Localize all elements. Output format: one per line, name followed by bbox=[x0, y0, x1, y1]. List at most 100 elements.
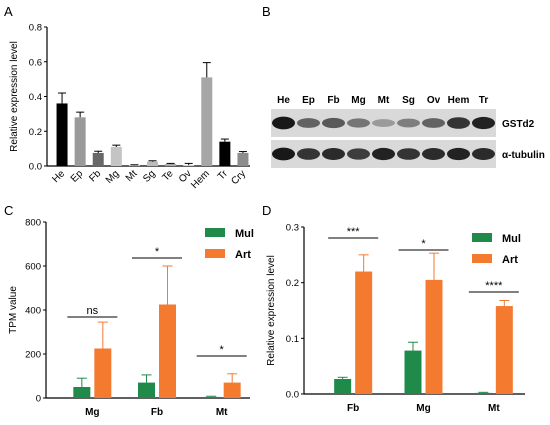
legend-swatch-mul bbox=[205, 228, 225, 237]
bar-ov bbox=[183, 165, 195, 166]
x-tick-label: Mg bbox=[104, 168, 122, 186]
lane-label: Hem bbox=[448, 95, 470, 106]
bar-fb bbox=[92, 152, 104, 166]
blot-band bbox=[422, 148, 445, 160]
blot-band bbox=[347, 148, 370, 160]
x-tick-label: Tr bbox=[216, 168, 231, 183]
legend-label: Mul bbox=[502, 233, 521, 245]
y-tick-label: 0.6 bbox=[29, 57, 42, 68]
bar-mul-mt bbox=[202, 396, 220, 398]
bar-art-fb bbox=[355, 271, 373, 394]
bar-mg bbox=[110, 146, 122, 166]
blot-band bbox=[347, 118, 370, 128]
blot-row-label: α-tubulin bbox=[502, 150, 545, 161]
x-tick-label: Fb bbox=[87, 168, 103, 184]
y-tick-label: 0.4 bbox=[29, 92, 42, 103]
y-axis-label: Relative expression level bbox=[266, 255, 277, 366]
lane-label: Ep bbox=[302, 95, 315, 106]
legend-swatch-art bbox=[472, 254, 492, 263]
y-tick-label: 200 bbox=[25, 350, 41, 361]
x-tick-label: Fb bbox=[347, 403, 359, 414]
blot-band bbox=[447, 147, 470, 161]
blot-row-label: GSTd2 bbox=[502, 119, 535, 130]
x-tick-label: Cry bbox=[229, 168, 248, 187]
lane-label: Mt bbox=[378, 95, 390, 106]
blot-band bbox=[272, 116, 295, 130]
y-tick-label: 0.8 bbox=[29, 23, 42, 34]
blot-band bbox=[322, 148, 345, 160]
panel-label-d: D bbox=[262, 203, 271, 218]
y-tick-label: 0 bbox=[36, 394, 41, 405]
panel-label-c: C bbox=[4, 203, 13, 218]
bar-art-mt bbox=[223, 382, 241, 398]
blot-band bbox=[397, 118, 420, 128]
legend-label: Mul bbox=[235, 228, 254, 240]
x-tick-label: Te bbox=[160, 168, 176, 184]
bar-ep bbox=[74, 117, 86, 166]
y-axis-label: TPM value bbox=[8, 286, 19, 334]
legend-label: Art bbox=[502, 254, 518, 266]
bar-mul-mg bbox=[73, 387, 91, 398]
chart-c-tpm-value: 0 200 400 600 800 TPM value Mg ns Fb * Mt * Mul Art bbox=[8, 218, 254, 419]
y-tick-label: 0.0 bbox=[29, 162, 42, 173]
y-tick-label: 400 bbox=[25, 306, 41, 317]
blot-band bbox=[472, 148, 495, 160]
bar-art-fb bbox=[159, 304, 176, 398]
lane-label: He bbox=[277, 95, 290, 106]
legend-label: Art bbox=[235, 249, 251, 261]
x-tick-label: Fb bbox=[151, 407, 163, 418]
significance-marker: ns bbox=[87, 305, 99, 317]
lane-label: Mg bbox=[351, 95, 365, 106]
y-axis-label: Relative expression level bbox=[9, 41, 20, 152]
x-tick-label: Hem bbox=[189, 168, 212, 191]
panel-label-b: B bbox=[262, 4, 271, 19]
y-tick-label: 800 bbox=[25, 218, 41, 229]
legend-swatch-mul bbox=[472, 233, 492, 242]
lane-label: Tr bbox=[479, 95, 489, 106]
bar-mul-fb bbox=[334, 378, 352, 394]
blot-band bbox=[322, 117, 345, 129]
blot-band bbox=[397, 148, 420, 160]
chart-a-relative-expression: 0.0 0.2 0.4 0.6 0.8 Relative expression level… bbox=[9, 23, 250, 191]
blot-band bbox=[297, 148, 320, 160]
bar-tr bbox=[219, 141, 231, 166]
x-tick-label: Mg bbox=[85, 407, 99, 418]
bar-hem bbox=[201, 77, 213, 166]
bar-te bbox=[165, 163, 177, 166]
x-tick-label: Mt bbox=[216, 407, 228, 418]
bar-mul-fb bbox=[138, 382, 155, 398]
bar-mt bbox=[128, 165, 140, 166]
blot-band bbox=[272, 147, 295, 161]
y-tick-label: 0.2 bbox=[29, 127, 42, 138]
blot-band bbox=[447, 117, 470, 129]
bar-art-mg bbox=[425, 279, 443, 394]
bar-art-mt bbox=[495, 306, 513, 394]
lane-label: Ov bbox=[427, 95, 441, 106]
panel-label-a: A bbox=[4, 4, 13, 19]
significance-marker: * bbox=[155, 246, 160, 258]
bar-he bbox=[56, 103, 68, 166]
lane-label: Fb bbox=[327, 95, 339, 106]
blot-band bbox=[372, 147, 395, 161]
bar-mul-mg bbox=[404, 350, 422, 394]
blot-band bbox=[297, 118, 320, 128]
lane-label: Sg bbox=[402, 95, 415, 106]
x-tick-label: Mt bbox=[124, 168, 140, 184]
x-tick-label: Mg bbox=[416, 403, 430, 414]
blot-band bbox=[472, 116, 495, 130]
y-tick-label: 600 bbox=[25, 262, 41, 273]
bar-sg bbox=[147, 161, 158, 166]
bar-art-mg bbox=[94, 348, 112, 398]
y-tick-label: 0.3 bbox=[286, 223, 299, 234]
x-tick-label: Ep bbox=[69, 168, 86, 185]
y-tick-label: 0.0 bbox=[286, 390, 299, 401]
x-tick-label: He bbox=[50, 168, 67, 185]
significance-marker: *** bbox=[347, 226, 361, 238]
legend-swatch-art bbox=[205, 249, 225, 258]
western-blot-b: He Ep Fb Mg Mt Sg Ov Hem Tr GSTd2 α-tubulin bbox=[271, 95, 545, 168]
bar-mul-mt bbox=[474, 392, 492, 394]
significance-marker: **** bbox=[485, 280, 503, 292]
x-tick-label: Mt bbox=[488, 403, 500, 414]
bar-cry bbox=[237, 152, 249, 166]
